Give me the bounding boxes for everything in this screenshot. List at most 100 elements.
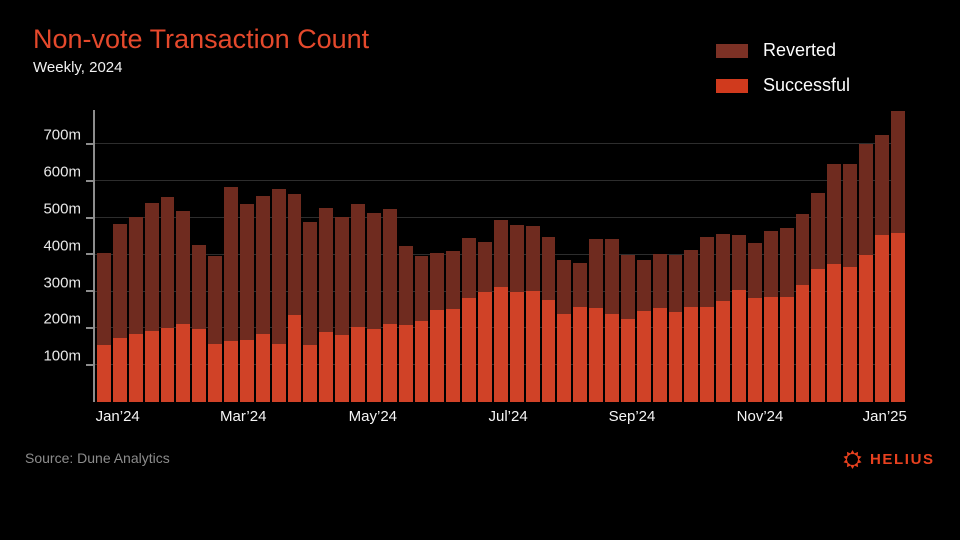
y-axis-label: 500m	[43, 200, 81, 218]
bar-segment-successful	[271, 344, 286, 402]
bar-segment-successful	[255, 334, 270, 402]
x-axis-labels: Jan’24 Mar’24 May’24 Jul’24 Sep’24 Nov’24 Jan’…	[95, 408, 907, 428]
x-axis-label: Nov’24	[736, 408, 784, 425]
bar-segment-successful	[112, 338, 127, 402]
bar-week-42	[747, 242, 762, 402]
bar-segment-successful	[779, 296, 794, 402]
y-axis-line	[93, 110, 95, 402]
legend-item-successful: Successful	[716, 75, 850, 96]
bar-segment-reverted	[811, 192, 826, 270]
x-axis-label: Jan’25	[862, 408, 907, 425]
bar-segment-successful	[128, 333, 143, 402]
bar-week-18	[366, 213, 381, 402]
bar-segment-reverted	[509, 224, 524, 292]
bar-week-26	[493, 220, 508, 402]
bars-container	[95, 110, 905, 402]
bar-week-19	[382, 208, 397, 402]
y-tick	[86, 142, 93, 145]
y-axis-label: 300m	[43, 274, 81, 292]
bar-segment-reverted	[398, 245, 413, 326]
bar-week-9	[224, 187, 238, 402]
bar-segment-reverted	[351, 204, 365, 327]
bar-segment-reverted	[525, 226, 540, 291]
bar-segment-reverted	[700, 237, 715, 307]
y-axis-label: 100m	[43, 347, 81, 365]
bar-week-16	[335, 216, 349, 402]
bar-segment-reverted	[541, 236, 556, 301]
bar-segment-reverted	[652, 254, 667, 308]
gridline-600m	[95, 180, 905, 182]
y-tick	[86, 179, 93, 182]
bar-segment-successful	[732, 290, 746, 402]
bar-segment-successful	[700, 306, 715, 402]
bar-segment-reverted	[208, 255, 222, 344]
bar-segment-reverted	[890, 111, 905, 233]
bar-segment-reverted	[589, 239, 603, 309]
x-axis-label: Jan’24	[95, 408, 140, 425]
legend: Reverted Successful	[716, 40, 850, 96]
bar-segment-successful	[509, 291, 524, 402]
bar-week-47	[827, 164, 842, 402]
bar-segment-successful	[478, 291, 492, 402]
x-axis-label: Mar’24	[220, 408, 267, 425]
bar-segment-reverted	[668, 254, 683, 312]
bar-segment-reverted	[112, 224, 127, 339]
bar-segment-successful	[668, 311, 683, 402]
bar-segment-successful	[398, 325, 413, 402]
bar-segment-successful	[652, 307, 667, 402]
bar-segment-successful	[636, 311, 651, 402]
bar-segment-successful	[160, 327, 175, 402]
bar-segment-reverted	[446, 251, 461, 309]
bar-segment-reverted	[287, 193, 302, 316]
bar-segment-reverted	[763, 230, 778, 297]
bar-segment-successful	[795, 284, 810, 402]
y-tick	[86, 253, 93, 256]
bar-segment-successful	[811, 269, 826, 402]
bar-segment-successful	[430, 310, 445, 402]
bar-week-13	[287, 193, 302, 402]
bar-week-35	[636, 260, 651, 402]
bar-segment-successful	[239, 340, 254, 402]
bar-segment-reverted	[271, 188, 286, 345]
bar-week-29	[541, 236, 556, 402]
bar-segment-reverted	[366, 213, 381, 329]
bar-week-39	[700, 237, 715, 402]
helius-logo: HELIUS	[842, 449, 935, 470]
bar-segment-successful	[620, 319, 635, 402]
bar-week-4	[144, 202, 159, 402]
bar-segment-successful	[414, 321, 429, 402]
bar-segment-reverted	[224, 187, 238, 341]
bar-segment-reverted	[874, 135, 889, 235]
bar-segment-successful	[493, 286, 508, 402]
bar-segment-reverted	[557, 260, 572, 315]
bar-segment-successful	[144, 330, 159, 402]
bar-segment-successful	[843, 266, 857, 402]
bar-segment-reverted	[414, 255, 429, 322]
bar-week-38	[684, 250, 699, 402]
bar-week-44	[779, 227, 794, 402]
bar-segment-successful	[541, 300, 556, 402]
bar-segment-reverted	[620, 255, 635, 320]
bar-week-12	[271, 188, 286, 402]
legend-item-reverted: Reverted	[716, 40, 850, 61]
y-tick	[86, 290, 93, 293]
bar-segment-successful	[366, 328, 381, 402]
bar-segment-reverted	[843, 164, 857, 267]
page-subtitle: Weekly, 2024	[33, 59, 123, 76]
bar-segment-reverted	[795, 213, 810, 285]
bar-segment-reverted	[335, 216, 349, 336]
helius-wordmark: HELIUS	[870, 451, 935, 468]
bar-segment-successful	[605, 314, 619, 402]
bar-week-41	[732, 234, 746, 402]
bar-week-21	[414, 255, 429, 402]
bar-segment-successful	[208, 343, 222, 402]
y-axis-label: 700m	[43, 126, 81, 144]
bar-week-8	[208, 255, 222, 402]
helius-sunburst-icon	[843, 450, 862, 469]
bar-segment-reverted	[636, 260, 651, 312]
successful-swatch	[716, 78, 748, 93]
bar-week-48	[843, 164, 857, 402]
bar-week-51	[890, 111, 905, 402]
bar-segment-reverted	[382, 208, 397, 324]
gridline-700m	[95, 143, 905, 145]
